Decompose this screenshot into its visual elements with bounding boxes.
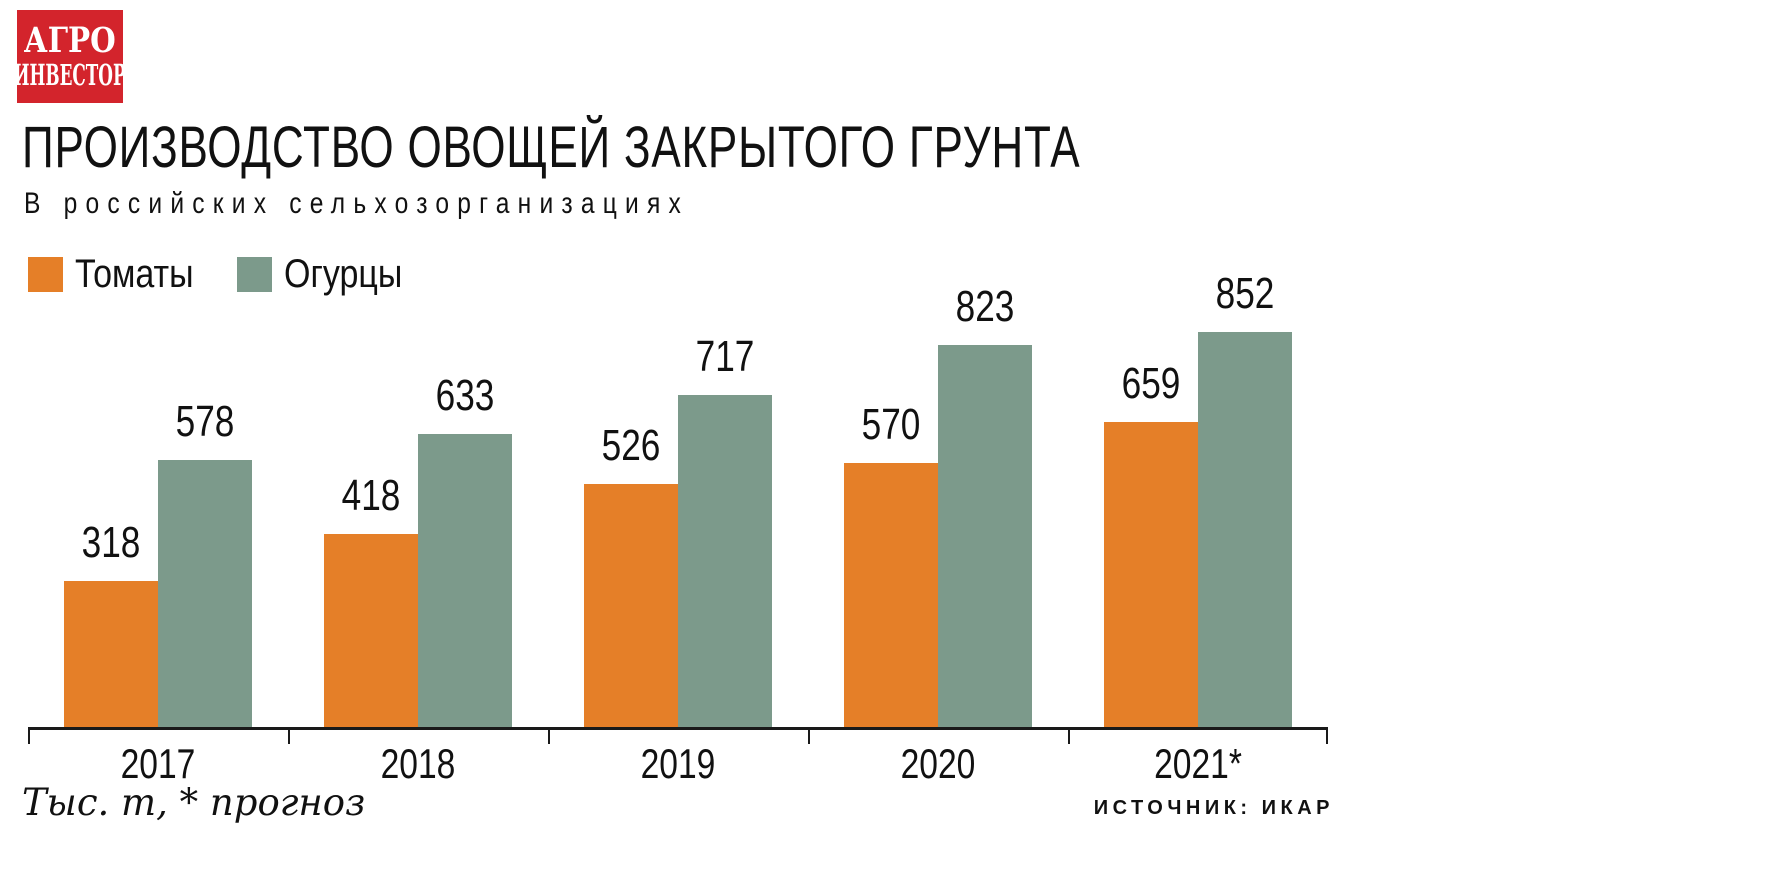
bar-Томаты-2020	[844, 463, 938, 729]
logo-text-investor: ИНВЕСТОР	[13, 57, 127, 92]
bar-value-label: 570	[861, 400, 921, 449]
bar-Томаты-2018	[324, 534, 418, 729]
bar-value-label: 717	[695, 332, 755, 381]
source-label: ИСТОЧНИК: ИКАР	[1093, 797, 1334, 819]
axis-tick	[28, 727, 30, 744]
bar-Огурцы-2018	[418, 434, 512, 729]
bar-Огурцы-2021*	[1198, 332, 1292, 729]
legend-swatch-tomatoes	[28, 256, 63, 292]
bar-value-label: 418	[341, 471, 401, 520]
legend-label-cucumbers: Огурцы	[284, 252, 403, 296]
logo-text-agro: АГРО	[24, 19, 116, 61]
chart-subtitle: В российских сельхозорганизациях	[24, 187, 690, 220]
axis-tick	[1068, 727, 1070, 744]
legend-item-tomatoes: Томаты	[28, 252, 215, 296]
legend-label-tomatoes: Томаты	[75, 252, 194, 296]
bar-Огурцы-2019	[678, 395, 772, 729]
axis-tick	[548, 727, 550, 744]
x-axis-label: 2021*	[1154, 740, 1242, 787]
bar-value-label: 823	[955, 282, 1015, 331]
bar-value-label: 852	[1215, 269, 1275, 318]
bar-Томаты-2017	[64, 581, 158, 729]
axis-tick	[808, 727, 810, 744]
axis-tick	[1326, 727, 1328, 744]
axis-tick	[288, 727, 290, 744]
bar-Томаты-2021*	[1104, 422, 1198, 729]
bar-Огурцы-2020	[938, 345, 1032, 729]
x-axis-label: 2020	[900, 740, 976, 787]
x-axis-label: 2019	[640, 740, 716, 787]
legend-swatch-cucumbers	[237, 256, 272, 292]
bar-value-label: 659	[1121, 359, 1181, 408]
bar-value-label: 526	[601, 421, 661, 470]
agroinvestor-logo: АГРО ИНВЕСТОР	[13, 10, 127, 103]
x-axis-label: 2017	[120, 740, 196, 787]
legend-item-cucumbers: Огурцы	[237, 252, 423, 296]
bar-value-label: 633	[435, 371, 495, 420]
bar-value-label: 578	[175, 397, 235, 446]
bar-Томаты-2019	[584, 484, 678, 729]
chart-title: ПРОИЗВОДСТВО ОВОЩЕЙ ЗАКРЫТОГО ГРУНТА	[22, 115, 1081, 180]
x-axis-line	[28, 727, 1328, 730]
bar-value-label: 318	[81, 518, 141, 567]
x-axis-label: 2018	[380, 740, 456, 787]
bar-Огурцы-2017	[158, 460, 252, 729]
units-footnote: Тыс. т, * прогноз	[22, 781, 366, 824]
